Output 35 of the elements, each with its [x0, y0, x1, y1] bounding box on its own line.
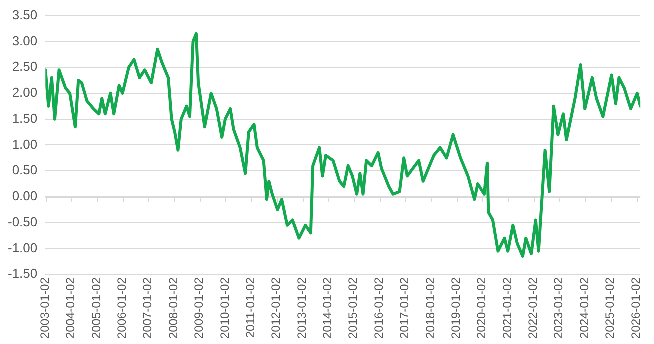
x-tick-label: 2014-01-02	[320, 277, 335, 340]
x-tick-label: 2006-01-02	[115, 277, 130, 340]
y-tick-label: -1.50	[8, 266, 38, 282]
x-tick-label: 2005-01-02	[89, 277, 104, 340]
y-tick-label: 1.50	[12, 110, 38, 126]
x-tick-label: 2020-01-02	[474, 277, 489, 340]
x-tick-label: 2023-01-02	[552, 277, 566, 340]
y-tick-label: 3.00	[12, 33, 38, 48]
y-tick-label: 0.50	[12, 162, 38, 178]
x-tick-label: 2004-01-02	[64, 277, 78, 340]
x-tick-label: 2016-01-02	[372, 277, 386, 340]
x-tick-label: 2015-01-02	[346, 277, 360, 340]
y-tick-label: 0.00	[12, 188, 38, 204]
x-tick-label: 2021-01-02	[500, 277, 514, 340]
y-tick-label: 1.00	[12, 136, 38, 152]
x-tick-label: 2011-01-02	[243, 277, 258, 338]
x-tick-label: 2013-01-02	[294, 277, 309, 340]
x-tick-label: 2025-01-02	[603, 277, 618, 340]
x-tick-label: 2026-01-02	[628, 277, 643, 340]
x-tick-label: 2010-01-02	[218, 277, 232, 340]
y-tick-label: 2.50	[12, 59, 38, 74]
x-tick-label: 2017-01-02	[398, 277, 412, 340]
x-tick-label: 2018-01-02	[423, 277, 438, 340]
y-tick-label: -1.00	[8, 240, 38, 256]
x-tick-label: 2024-01-02	[577, 277, 592, 340]
y-tick-label: 2.00	[12, 85, 38, 100]
x-tick-label: 2012-01-02	[269, 277, 284, 340]
x-tick-label: 2003-01-02	[38, 277, 52, 340]
x-tick-label: 2009-01-02	[192, 277, 206, 340]
x-tick-label: 2008-01-02	[166, 277, 180, 340]
y-tick-label: 3.50	[12, 7, 38, 22]
x-tick-label: 2007-01-02	[140, 277, 155, 340]
x-tick-label: 2022-01-02	[526, 277, 540, 340]
y-tick-label: -0.50	[8, 214, 38, 230]
x-tick-label: 2019-01-02	[448, 277, 463, 340]
